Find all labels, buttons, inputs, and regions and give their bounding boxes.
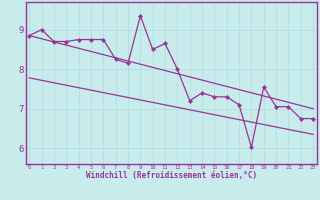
X-axis label: Windchill (Refroidissement éolien,°C): Windchill (Refroidissement éolien,°C) — [86, 171, 257, 180]
